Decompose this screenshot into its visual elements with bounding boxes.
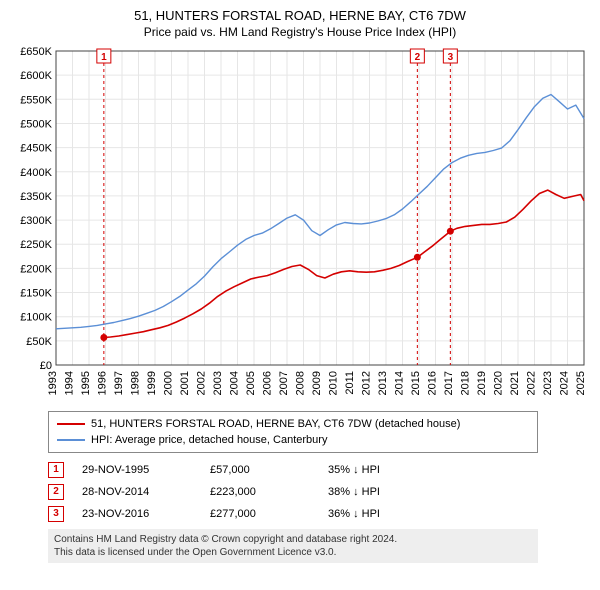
x-tick-label: 1998	[130, 371, 142, 395]
figure-root: 51, HUNTERS FORSTAL ROAD, HERNE BAY, CT6…	[0, 0, 600, 571]
legend-swatch	[57, 439, 85, 441]
x-tick-label: 2011	[344, 371, 356, 395]
y-tick-label: £150K	[20, 288, 52, 300]
x-tick-label: 2023	[542, 371, 554, 395]
x-tick-label: 1994	[64, 371, 76, 395]
x-tick-label: 2004	[229, 371, 241, 395]
y-tick-label: £500K	[20, 118, 52, 130]
marker-row: 1 29-NOV-1995 £57,000 35% ↓ HPI	[48, 459, 538, 481]
attribution: Contains HM Land Registry data © Crown c…	[48, 529, 538, 563]
x-tick-label: 1996	[97, 371, 109, 395]
x-tick-label: 2022	[526, 371, 538, 395]
legend-label: HPI: Average price, detached house, Cant…	[91, 432, 327, 448]
line-chart-svg: £0 £50K £100K £150K £200K £250K £300K £350K £400…	[8, 45, 592, 405]
marker-badge: 1	[48, 462, 64, 478]
y-tick-label: £400K	[20, 167, 52, 179]
marker-badge: 2	[48, 484, 64, 500]
x-tick-label: 2005	[245, 371, 257, 395]
chart-area: £0 £50K £100K £150K £200K £250K £300K £350K £400…	[8, 45, 592, 405]
chart-title: 51, HUNTERS FORSTAL ROAD, HERNE BAY, CT6…	[8, 8, 592, 23]
x-tick-label: 2021	[509, 371, 521, 395]
chart-subtitle: Price paid vs. HM Land Registry's House …	[8, 25, 592, 39]
marker-badge: 3	[48, 506, 64, 522]
y-tick-label: £650K	[20, 46, 52, 58]
marker-table: 1 29-NOV-1995 £57,000 35% ↓ HPI 2 28-NOV-2014…	[48, 459, 538, 525]
attribution-line: This data is licensed under the Open Gov…	[54, 546, 532, 559]
y-tick-label: £450K	[20, 143, 52, 155]
y-tick-label: £600K	[20, 70, 52, 82]
y-tick-label: £0	[40, 360, 52, 372]
x-tick-label: 1993	[47, 371, 59, 395]
marker-date: 23-NOV-2016	[82, 503, 192, 525]
legend-swatch	[57, 423, 85, 425]
x-tick-label: 1995	[80, 371, 92, 395]
series-property-dot	[100, 334, 107, 341]
x-tick-label: 2001	[179, 371, 191, 395]
legend-row: HPI: Average price, detached house, Cant…	[57, 432, 529, 448]
marker-date: 28-NOV-2014	[82, 481, 192, 503]
marker-date: 29-NOV-1995	[82, 459, 192, 481]
x-tick-label: 2006	[262, 371, 274, 395]
y-tick-label: £50K	[26, 336, 52, 348]
x-tick-label: 2016	[427, 371, 439, 395]
marker-badge-num: 3	[448, 52, 454, 63]
legend: 51, HUNTERS FORSTAL ROAD, HERNE BAY, CT6…	[48, 411, 538, 453]
x-tick-label: 2012	[361, 371, 373, 395]
x-tick-label: 2010	[328, 371, 340, 395]
marker-price: £57,000	[210, 459, 310, 481]
marker-diff: 38% ↓ HPI	[328, 481, 438, 503]
x-tick-label: 1999	[146, 371, 158, 395]
y-tick-label: £550K	[20, 94, 52, 106]
marker-badge-num: 2	[415, 52, 421, 63]
marker-price: £223,000	[210, 481, 310, 503]
x-tick-label: 2013	[377, 371, 389, 395]
y-tick-label: £300K	[20, 215, 52, 227]
x-tick-label: 2019	[476, 371, 488, 395]
x-tick-label: 2009	[311, 371, 323, 395]
x-tick-label: 2008	[295, 371, 307, 395]
y-tick-label: £100K	[20, 312, 52, 324]
x-tick-label: 2024	[559, 371, 571, 395]
series-property-dot	[414, 254, 421, 261]
x-tick-label: 2003	[212, 371, 224, 395]
marker-price: £277,000	[210, 503, 310, 525]
marker-row: 2 28-NOV-2014 £223,000 38% ↓ HPI	[48, 481, 538, 503]
legend-row: 51, HUNTERS FORSTAL ROAD, HERNE BAY, CT6…	[57, 416, 529, 432]
x-tick-label: 2000	[163, 371, 175, 395]
y-tick-label: £350K	[20, 191, 52, 203]
marker-badge-num: 1	[101, 52, 107, 63]
x-tick-label: 2018	[460, 371, 472, 395]
x-tick-label: 2014	[394, 371, 406, 395]
x-tick-label: 2017	[443, 371, 455, 395]
marker-row: 3 23-NOV-2016 £277,000 36% ↓ HPI	[48, 503, 538, 525]
marker-diff: 35% ↓ HPI	[328, 459, 438, 481]
x-tick-label: 2015	[410, 371, 422, 395]
y-tick-label: £200K	[20, 263, 52, 275]
x-tick-label: 1997	[113, 371, 125, 395]
x-tick-label: 2002	[196, 371, 208, 395]
series-property-dot	[447, 228, 454, 235]
x-tick-label: 2020	[493, 371, 505, 395]
legend-label: 51, HUNTERS FORSTAL ROAD, HERNE BAY, CT6…	[91, 416, 460, 432]
x-tick-label: 2025	[575, 371, 587, 395]
y-tick-label: £250K	[20, 239, 52, 251]
attribution-line: Contains HM Land Registry data © Crown c…	[54, 533, 532, 546]
marker-diff: 36% ↓ HPI	[328, 503, 438, 525]
x-tick-label: 2007	[278, 371, 290, 395]
